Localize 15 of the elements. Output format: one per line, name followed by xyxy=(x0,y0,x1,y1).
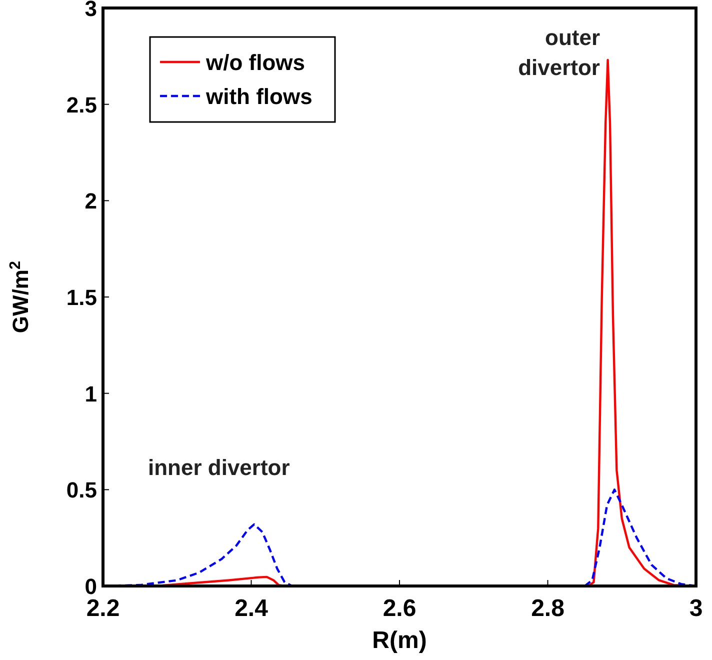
y-tick-label: 1.5 xyxy=(66,285,97,310)
x-tick-label: 2.6 xyxy=(382,595,416,622)
x-tick-label: 3 xyxy=(689,595,703,622)
x-axis-title: R(m) xyxy=(372,627,427,654)
annotation: outer divertor xyxy=(518,25,600,80)
annotation: inner divertor xyxy=(148,455,290,480)
y-tick-label: 2.5 xyxy=(66,92,97,118)
y-tick-label: 2 xyxy=(84,188,97,214)
y-tick-label: 1 xyxy=(84,381,97,406)
legend-label: with flows xyxy=(205,84,312,109)
x-tick-label: 2.8 xyxy=(531,595,564,622)
y-tick-label: 3 xyxy=(84,0,97,21)
x-tick-label: 2.4 xyxy=(234,595,269,622)
y-tick-label: 0.5 xyxy=(66,478,97,503)
legend-label: w/o flows xyxy=(205,50,305,75)
